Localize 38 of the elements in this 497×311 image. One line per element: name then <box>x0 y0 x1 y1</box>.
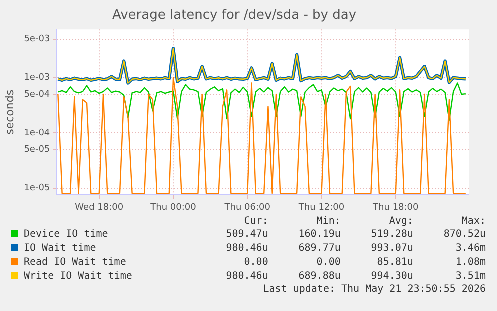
text: 689.77u <box>298 242 341 256</box>
text: Avg: <box>388 216 414 228</box>
text: 870.52u <box>442 228 486 242</box>
text: 0.00 <box>243 256 268 270</box>
y-tick-label: 1e-04 <box>24 128 50 138</box>
x-tick-label: Thu 06:00 <box>224 202 271 213</box>
text: Min: <box>316 216 341 228</box>
text: 689.88u <box>298 270 341 284</box>
legend-label: IO Wait time <box>23 242 98 256</box>
text: 1.08m <box>454 256 486 270</box>
text: 980.46u <box>225 242 268 256</box>
legend-label: Device IO time <box>23 228 110 242</box>
x-tick-label: Thu 00:00 <box>150 202 197 213</box>
y-axis-title: seconds <box>3 90 16 135</box>
text: Cur: <box>243 216 268 228</box>
text: 993.07u <box>370 242 414 256</box>
text: 519.28u <box>370 228 414 242</box>
legend-label: Read IO Wait time <box>23 256 128 270</box>
text: 3.51m <box>454 270 486 284</box>
text: Last update: Thu May 21 23:50:55 2026 <box>262 284 486 296</box>
y-tick-label: 5e-04 <box>24 90 50 100</box>
y-tick-label: 5e-03 <box>24 34 50 45</box>
x-tick-label: Wed 18:00 <box>75 202 124 213</box>
text: Max: <box>460 216 486 228</box>
y-tick-label: 1e-05 <box>24 184 50 194</box>
y-tick-label: 5e-05 <box>24 145 50 156</box>
x-tick-label: Thu 12:00 <box>298 202 345 213</box>
legend-label: Write IO Wait time <box>23 270 134 284</box>
text: 85.81u <box>376 256 414 270</box>
text: 980.46u <box>225 270 268 284</box>
text: 994.30u <box>370 270 414 284</box>
y-tick-label: 1e-03 <box>24 73 50 84</box>
chart-title: Average latency for /dev/sda - by day <box>112 8 357 24</box>
x-tick-label: Thu 18:00 <box>372 202 420 213</box>
text: 160.19u <box>298 228 341 242</box>
text: 0.00 <box>316 256 341 270</box>
text: 509.47u <box>225 228 268 242</box>
text: 3.46m <box>454 242 486 256</box>
